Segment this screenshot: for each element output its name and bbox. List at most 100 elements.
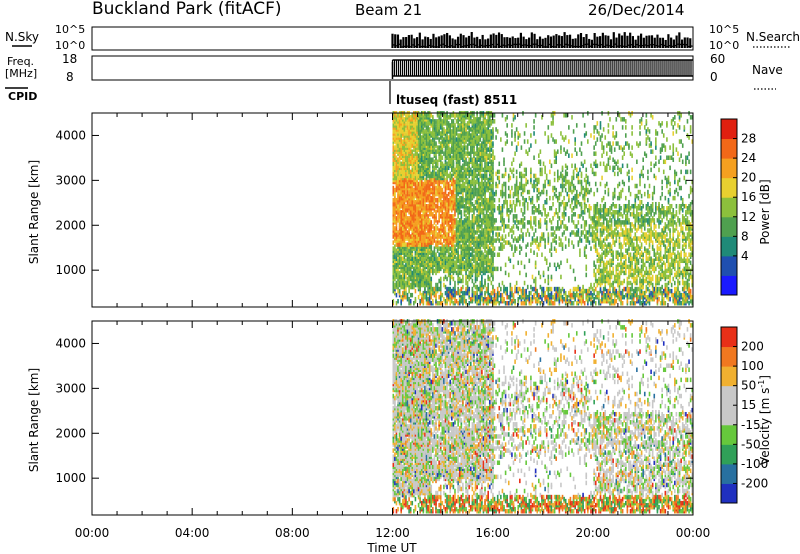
power-cell [454, 292, 456, 298]
power-cell [420, 179, 423, 185]
power-cell [441, 187, 444, 193]
power-cell [395, 248, 398, 253]
power-cell [514, 183, 516, 189]
power-cell [409, 169, 412, 175]
power-cell [477, 163, 480, 169]
power-cell [481, 133, 483, 138]
power-cell [395, 280, 398, 286]
power-cell [428, 173, 431, 179]
power-cell [487, 256, 489, 262]
power-cell [487, 274, 489, 280]
noise-search-dot [453, 46, 455, 48]
power-cell [452, 230, 455, 235]
power-cell [444, 230, 447, 235]
power-cell [465, 246, 467, 251]
power-cell [457, 169, 459, 175]
power-cell [474, 191, 477, 197]
power-cell [479, 252, 482, 257]
power-cell [451, 149, 453, 154]
power-cell [485, 149, 488, 154]
power-cell [420, 252, 423, 257]
power-cell [443, 296, 445, 302]
power-cell [409, 298, 412, 304]
power-cell [487, 214, 489, 219]
power-cell [430, 280, 433, 286]
power-cell [477, 181, 480, 187]
power-cell [432, 203, 434, 209]
power-cell [474, 123, 477, 128]
power-cell [504, 181, 507, 187]
power-cell [473, 214, 475, 219]
power-cell [439, 290, 442, 296]
power-cell [432, 286, 434, 292]
power-cell [520, 260, 523, 266]
power-cell [507, 224, 510, 229]
power-cell [469, 179, 472, 185]
power-cell [444, 264, 447, 270]
power-cell [530, 143, 532, 148]
power-cell [428, 232, 431, 237]
power-cell [435, 197, 437, 203]
power-cell [446, 256, 448, 262]
power-cell [484, 119, 486, 124]
power-cell [536, 208, 539, 213]
power-cell [460, 210, 463, 215]
power-cell [498, 161, 501, 167]
power-cell [436, 127, 439, 132]
power-cell [473, 169, 475, 175]
power-cell [526, 284, 529, 290]
power-cell [447, 115, 450, 120]
power-cell [444, 298, 447, 304]
power-cell [416, 276, 418, 282]
power-cell [477, 177, 480, 183]
power-cell [400, 274, 403, 280]
power-cell [443, 222, 445, 227]
power-cell [531, 195, 534, 201]
power-cell [401, 260, 404, 266]
power-cell [503, 228, 505, 233]
power-cell [479, 143, 482, 148]
power-cell [430, 177, 433, 183]
power-cell [406, 268, 409, 274]
power-cell [455, 248, 458, 253]
power-cell [526, 139, 529, 144]
power-cell [482, 181, 485, 187]
power-cell [419, 121, 421, 126]
power-cell [454, 230, 456, 235]
power-cell [482, 232, 485, 237]
power-cell [509, 210, 512, 215]
noise-search-dot [524, 44, 526, 46]
power-cell [466, 143, 469, 148]
power-cell [401, 171, 404, 177]
power-cell [395, 117, 398, 122]
power-cell [405, 203, 407, 209]
noise-search-dot [445, 45, 447, 47]
power-cell [403, 117, 406, 122]
power-cell [411, 210, 414, 215]
power-cell [462, 284, 464, 290]
power-cell [436, 232, 439, 237]
power-cell [457, 197, 459, 203]
power-cell [515, 238, 518, 243]
power-cell [411, 171, 414, 177]
power-cell [509, 199, 512, 205]
power-cell [430, 276, 433, 282]
power-cell [392, 145, 395, 150]
power-cell [520, 183, 523, 189]
power-cell [490, 296, 493, 302]
power-cell [468, 264, 471, 270]
power-cell [424, 203, 426, 209]
power-cell [403, 228, 406, 233]
power-cell [525, 123, 527, 128]
power-cell [441, 254, 444, 259]
power-cell [444, 274, 447, 280]
power-cell [528, 296, 531, 302]
power-cell [523, 197, 526, 203]
power-cell [427, 228, 429, 233]
power-cell [422, 280, 425, 286]
power-cell [406, 191, 409, 197]
power-cell [503, 191, 505, 197]
power-cell [444, 153, 447, 158]
power-cell [436, 119, 439, 124]
power-cell [397, 288, 399, 294]
